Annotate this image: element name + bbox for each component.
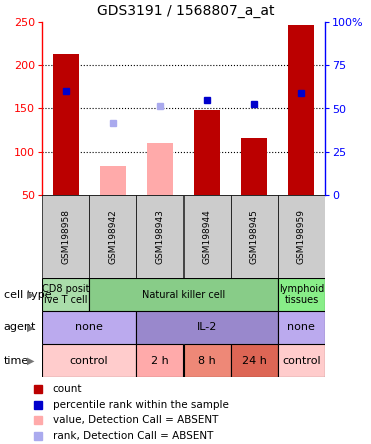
Text: GSM198942: GSM198942 bbox=[108, 209, 117, 264]
Bar bbox=[278, 311, 325, 344]
Text: CD8 posit
ive T cell: CD8 posit ive T cell bbox=[42, 284, 89, 305]
Bar bbox=[241, 138, 267, 195]
Text: GSM198943: GSM198943 bbox=[155, 209, 164, 264]
Bar bbox=[147, 143, 173, 195]
Text: ▶: ▶ bbox=[27, 289, 35, 300]
Bar bbox=[278, 344, 325, 377]
Bar bbox=[184, 344, 231, 377]
Text: agent: agent bbox=[4, 322, 36, 333]
Bar bbox=[184, 195, 231, 278]
Bar bbox=[42, 344, 136, 377]
Text: Natural killer cell: Natural killer cell bbox=[142, 289, 225, 300]
Text: IL-2: IL-2 bbox=[197, 322, 217, 333]
Bar bbox=[278, 195, 325, 278]
Text: GSM198958: GSM198958 bbox=[61, 209, 70, 264]
Bar bbox=[89, 195, 136, 278]
Text: cell type: cell type bbox=[4, 289, 51, 300]
Text: 24 h: 24 h bbox=[242, 356, 267, 365]
Text: GSM198959: GSM198959 bbox=[297, 209, 306, 264]
Bar bbox=[42, 311, 136, 344]
Bar bbox=[231, 195, 278, 278]
Bar bbox=[136, 311, 278, 344]
Text: 2 h: 2 h bbox=[151, 356, 169, 365]
Text: ▶: ▶ bbox=[27, 322, 35, 333]
Text: percentile rank within the sample: percentile rank within the sample bbox=[53, 400, 229, 410]
Text: 8 h: 8 h bbox=[198, 356, 216, 365]
Bar bbox=[89, 278, 278, 311]
Bar bbox=[231, 344, 278, 377]
Text: value, Detection Call = ABSENT: value, Detection Call = ABSENT bbox=[53, 416, 218, 425]
Bar bbox=[42, 195, 89, 278]
Bar bbox=[194, 110, 220, 195]
Text: GSM198944: GSM198944 bbox=[203, 209, 211, 264]
Text: ▶: ▶ bbox=[27, 356, 35, 365]
Text: none: none bbox=[75, 322, 103, 333]
Text: GSM198945: GSM198945 bbox=[250, 209, 259, 264]
Bar bbox=[53, 54, 79, 195]
Text: time: time bbox=[4, 356, 29, 365]
Bar bbox=[278, 278, 325, 311]
Bar bbox=[100, 166, 126, 195]
Text: none: none bbox=[288, 322, 315, 333]
Bar bbox=[288, 25, 314, 195]
Text: control: control bbox=[70, 356, 108, 365]
Text: count: count bbox=[53, 384, 82, 394]
Bar bbox=[42, 278, 89, 311]
Text: GDS3191 / 1568807_a_at: GDS3191 / 1568807_a_at bbox=[97, 4, 274, 18]
Text: control: control bbox=[282, 356, 321, 365]
Bar bbox=[136, 344, 184, 377]
Bar bbox=[136, 195, 184, 278]
Text: lymphoid
tissues: lymphoid tissues bbox=[279, 284, 324, 305]
Text: rank, Detection Call = ABSENT: rank, Detection Call = ABSENT bbox=[53, 431, 213, 441]
